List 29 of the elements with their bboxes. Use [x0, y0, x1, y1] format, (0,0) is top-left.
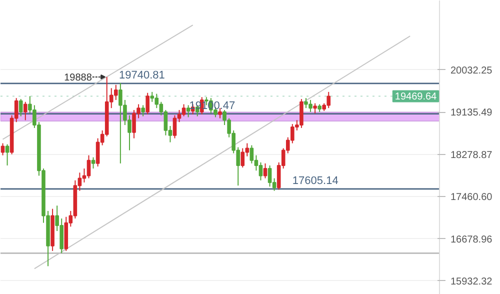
- candlestick: [268, 164, 272, 188]
- y-tick-label: 18278.87: [450, 150, 493, 161]
- y-tick-label: 20032.25: [450, 65, 493, 76]
- y-tick-label: 15932.32: [450, 276, 493, 288]
- y-tick-label: 19135.49: [450, 108, 493, 119]
- candlestick: [23, 101, 28, 121]
- candlestick: [5, 144, 10, 166]
- candlestick: [240, 148, 245, 168]
- y-tick-label: 16678.96: [450, 234, 493, 246]
- candlestick: [258, 162, 263, 181]
- annotation: 19888: [64, 72, 92, 84]
- candlestick: [182, 104, 186, 117]
- candlestick: [263, 162, 268, 179]
- candlestick: [141, 104, 145, 117]
- candlestick: [250, 144, 254, 164]
- candlestick: [91, 156, 96, 170]
- candlestick: [146, 92, 150, 115]
- ref-line-label: 19469.64: [394, 92, 438, 103]
- candlestick: [18, 98, 23, 117]
- candlestick: [86, 154, 91, 179]
- ref-line-label: 17605.14: [292, 174, 338, 187]
- candlestick: [172, 114, 177, 139]
- y-tick-label: 17460.60: [450, 192, 493, 204]
- candlestick: [150, 91, 154, 102]
- candlestick: [186, 104, 190, 118]
- candlestick: [96, 138, 100, 167]
- candlestick: [313, 102, 317, 114]
- ref-line-label: 19740.81: [119, 69, 165, 82]
- candlestick: [0, 142, 5, 156]
